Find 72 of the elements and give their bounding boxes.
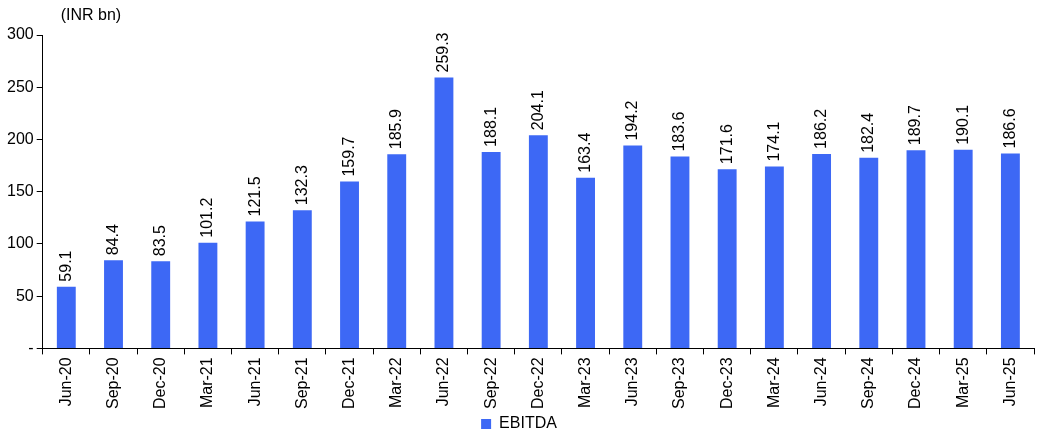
bar [481, 151, 501, 348]
data-label: 171.6 [717, 124, 735, 165]
y-tick-label: 300 [6, 25, 34, 43]
x-tick-label: Dec-23 [717, 357, 735, 409]
x-tick-label: Sep-22 [481, 357, 499, 409]
bar [340, 181, 359, 348]
bar [859, 157, 879, 348]
data-label: 183.6 [670, 111, 688, 152]
data-label: 59.1 [56, 250, 74, 282]
y-tick-label: 50 [15, 286, 34, 304]
data-label: 182.4 [859, 112, 877, 153]
x-tick-label: Jun-25 [1000, 357, 1018, 407]
data-label: 190.1 [953, 104, 971, 145]
y-tick-label: 250 [6, 77, 34, 95]
bar [576, 177, 595, 348]
bar [151, 261, 171, 348]
data-label: 259.3 [434, 32, 452, 73]
y-tick-label: 200 [6, 129, 34, 147]
x-tick-label: Dec-21 [339, 357, 357, 409]
y-tick-label: 150 [6, 182, 34, 200]
y-axis-title: (INR bn) [60, 6, 122, 24]
x-tick-label: Mar-22 [387, 357, 405, 409]
bar [623, 145, 643, 348]
data-label: 174.1 [764, 121, 782, 162]
data-label: 189.7 [906, 105, 924, 146]
x-tick-label: Mar-25 [953, 357, 971, 409]
bar [387, 154, 407, 348]
x-tick-label: Mar-21 [198, 357, 216, 409]
data-label: 185.9 [387, 109, 405, 150]
bar [56, 286, 76, 348]
x-tick-label: Jun-20 [56, 357, 74, 407]
x-tick-label: Sep-21 [292, 357, 310, 409]
bar [953, 149, 973, 348]
x-tick-label: Sep-23 [670, 357, 688, 409]
data-label: 194.2 [623, 100, 641, 141]
data-label: 84.4 [103, 223, 121, 256]
x-tick-label: Jun-24 [811, 357, 829, 407]
data-label: 101.2 [198, 197, 216, 238]
x-tick-label: Jun-22 [434, 357, 452, 407]
x-tick-label: Jun-23 [623, 357, 641, 407]
bar [906, 150, 926, 348]
data-label: 186.2 [811, 108, 829, 149]
bar [1000, 153, 1020, 348]
bar [434, 77, 454, 348]
x-tick-label: Mar-23 [575, 357, 593, 409]
data-label: 163.4 [575, 132, 593, 173]
bar [292, 210, 312, 348]
bar [812, 153, 832, 348]
data-label: 188.1 [481, 106, 499, 147]
bar [198, 242, 218, 348]
x-tick-label: Sep-20 [103, 357, 121, 409]
data-label: 159.7 [339, 136, 357, 177]
bar [717, 169, 737, 348]
bar [764, 166, 784, 348]
bar [104, 260, 123, 348]
bar [245, 221, 265, 348]
x-tick-label: Dec-20 [151, 357, 169, 409]
data-label: 121.5 [245, 176, 263, 217]
legend-label: EBITDA [499, 414, 558, 432]
data-label: 204.1 [528, 90, 546, 131]
x-tick-label: Sep-24 [859, 357, 877, 409]
data-label: 186.6 [1000, 108, 1018, 149]
x-tick-label: Dec-22 [528, 357, 546, 409]
bar [670, 156, 690, 348]
data-label: 83.5 [151, 224, 169, 257]
x-tick-label: Mar-24 [764, 357, 782, 409]
data-label: 132.3 [292, 165, 310, 206]
bar [528, 135, 548, 348]
y-tick-label: - [28, 338, 34, 356]
y-tick-label: 100 [6, 234, 34, 252]
x-tick-label: Dec-24 [906, 357, 924, 409]
x-tick-label: Jun-21 [245, 357, 263, 407]
